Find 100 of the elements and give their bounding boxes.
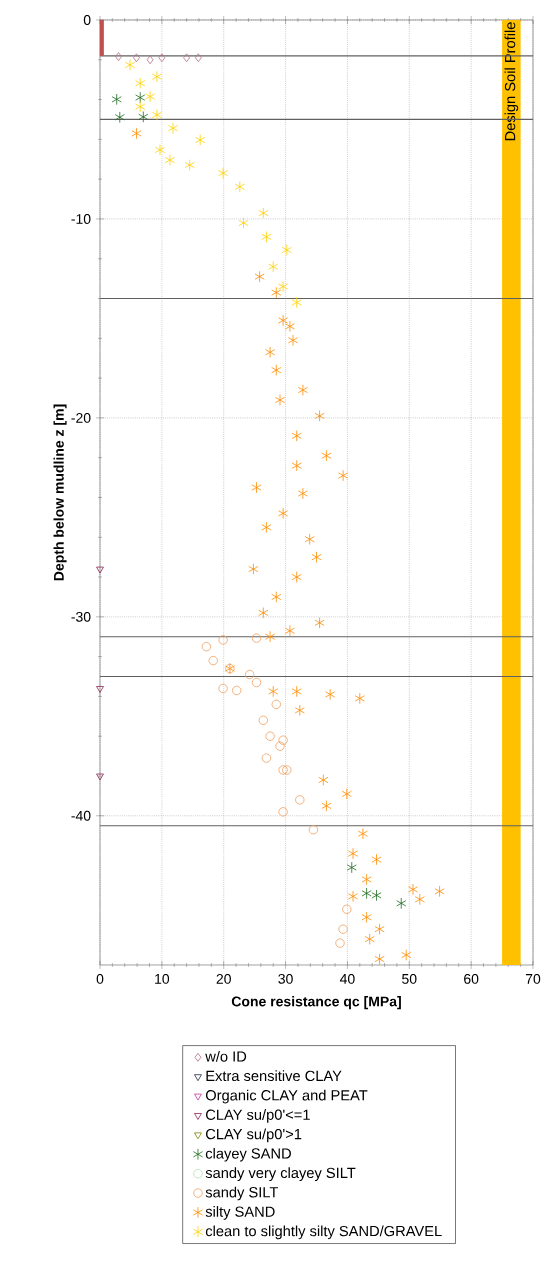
point bbox=[291, 459, 302, 472]
x-tick-label: 10 bbox=[155, 973, 170, 984]
point bbox=[265, 731, 275, 741]
point bbox=[291, 430, 302, 442]
legend-label: Extra sensitive CLAY bbox=[206, 1070, 342, 1082]
y-tick-label: -40 bbox=[71, 810, 91, 821]
point bbox=[291, 685, 302, 698]
point bbox=[96, 773, 104, 781]
point bbox=[361, 873, 372, 886]
point bbox=[297, 487, 308, 500]
point bbox=[338, 924, 348, 934]
x-tick-label: 70 bbox=[525, 973, 541, 984]
point bbox=[271, 699, 281, 710]
point bbox=[401, 949, 412, 961]
point bbox=[318, 774, 329, 786]
y-axis-title: Depth below mudline z [m] bbox=[53, 404, 67, 581]
point bbox=[371, 853, 382, 866]
point bbox=[374, 953, 385, 965]
point bbox=[258, 207, 269, 219]
point bbox=[158, 53, 166, 63]
legend-label: silty SAND bbox=[205, 1206, 275, 1220]
point bbox=[261, 753, 272, 763]
point bbox=[275, 741, 285, 751]
point bbox=[314, 410, 325, 422]
y-tick-label: 0 bbox=[83, 15, 91, 25]
point bbox=[287, 334, 299, 347]
point bbox=[361, 911, 372, 923]
point bbox=[295, 795, 305, 805]
point bbox=[184, 159, 195, 171]
legend-label: clayey SAND bbox=[205, 1147, 291, 1162]
point bbox=[268, 685, 279, 698]
point bbox=[321, 800, 332, 812]
point bbox=[96, 686, 104, 693]
point bbox=[297, 384, 308, 396]
legend-label: sandy very clayey SILT bbox=[205, 1167, 356, 1181]
point bbox=[308, 825, 319, 835]
point bbox=[208, 655, 218, 666]
point bbox=[294, 704, 305, 717]
point bbox=[167, 122, 179, 134]
x-tick-label: 0 bbox=[96, 973, 104, 984]
point bbox=[251, 633, 262, 643]
legend-label: sandy SILT bbox=[205, 1186, 279, 1201]
point bbox=[314, 617, 325, 629]
point bbox=[271, 364, 282, 376]
point bbox=[335, 938, 345, 948]
point bbox=[151, 109, 162, 121]
point bbox=[338, 469, 349, 482]
x-tick-label: 30 bbox=[278, 973, 293, 984]
point bbox=[232, 685, 242, 696]
point bbox=[111, 93, 122, 106]
point bbox=[124, 59, 136, 71]
point bbox=[151, 70, 162, 83]
point bbox=[194, 53, 202, 63]
legend-label: w/o ID bbox=[205, 1050, 247, 1062]
legend-label: CLAY su/p0'>1 bbox=[206, 1128, 302, 1143]
point bbox=[282, 765, 292, 775]
point bbox=[258, 607, 269, 619]
point bbox=[195, 134, 206, 146]
point bbox=[434, 885, 445, 898]
point bbox=[278, 280, 289, 293]
point bbox=[268, 260, 279, 273]
point bbox=[321, 449, 332, 462]
point bbox=[304, 533, 315, 545]
point bbox=[291, 571, 302, 583]
point bbox=[183, 53, 190, 63]
point bbox=[135, 91, 146, 104]
point bbox=[265, 346, 276, 358]
point bbox=[218, 635, 228, 645]
point bbox=[341, 788, 352, 800]
point bbox=[284, 320, 295, 333]
point bbox=[278, 314, 289, 327]
point bbox=[251, 677, 262, 688]
point bbox=[364, 933, 375, 945]
point bbox=[218, 167, 229, 179]
point bbox=[374, 923, 385, 935]
y-tick-label: -30 bbox=[71, 611, 91, 622]
x-axis-title: Cone resistance qc [MPa] bbox=[231, 996, 401, 1010]
point bbox=[278, 807, 288, 817]
point bbox=[251, 481, 262, 494]
point bbox=[311, 551, 322, 563]
point bbox=[396, 897, 407, 910]
point bbox=[346, 861, 357, 874]
band-label: Design Soil Profile bbox=[504, 22, 519, 141]
point bbox=[278, 507, 289, 520]
point bbox=[342, 904, 352, 914]
point bbox=[258, 715, 268, 725]
legend-label: Organic CLAY and PEAT bbox=[205, 1089, 368, 1104]
y-tick-label: -20 bbox=[71, 412, 91, 423]
point bbox=[347, 890, 359, 903]
point bbox=[271, 591, 282, 603]
x-tick-label: 50 bbox=[402, 973, 417, 984]
point bbox=[274, 394, 286, 406]
point bbox=[238, 217, 249, 229]
point bbox=[347, 847, 359, 860]
point bbox=[291, 296, 302, 309]
point bbox=[96, 566, 104, 574]
point bbox=[265, 630, 276, 643]
x-tick-label: 20 bbox=[216, 973, 231, 984]
point bbox=[245, 669, 255, 680]
x-tick-label: 40 bbox=[339, 973, 355, 984]
